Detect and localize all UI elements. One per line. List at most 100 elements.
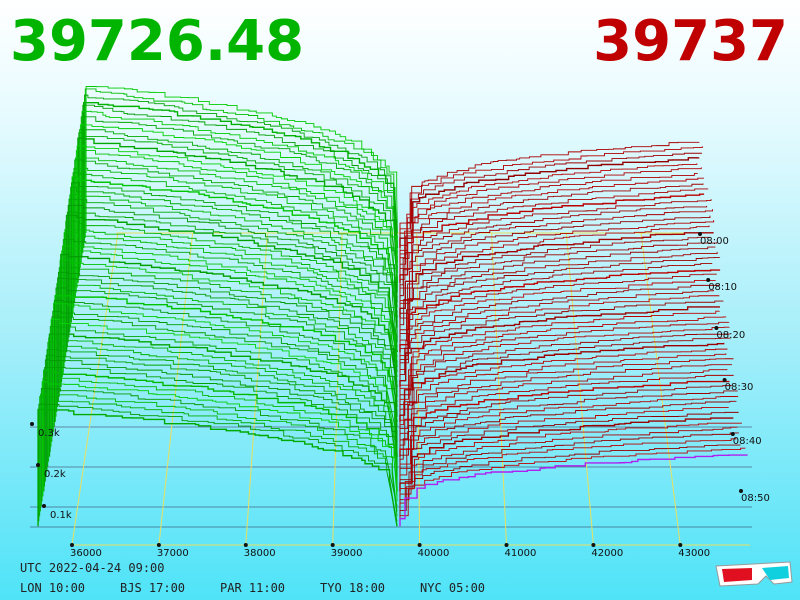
ask-depth-line (399, 242, 718, 328)
bid-depth-line (43, 369, 398, 492)
ask-depth-line (399, 251, 718, 338)
bid-depth-line (61, 250, 398, 383)
time-label: 08:20 (716, 330, 745, 341)
price-grid (332, 232, 343, 546)
bid-depth-line (79, 124, 398, 268)
glasses-icon[interactable] (715, 561, 793, 587)
price-label: 40000 (418, 548, 450, 559)
price-tick (70, 543, 74, 547)
bid-depth-line (79, 129, 398, 273)
bid-depth-line (38, 403, 398, 522)
price-tick (591, 543, 596, 547)
bid-depth-line (55, 287, 398, 417)
ask-depth-line (399, 284, 720, 368)
time-tick (698, 232, 702, 236)
ask-depth-line (399, 337, 731, 417)
ask-depth-line (399, 263, 713, 348)
ask-depth-line (399, 390, 738, 467)
price-label: 41000 (505, 548, 537, 559)
ask-depth-line (399, 380, 730, 457)
bid-depth-line (75, 157, 398, 298)
ask-depth-line (399, 167, 702, 258)
time-tick (714, 326, 719, 330)
price-label: 36000 (70, 548, 102, 559)
bid-price: 39726.48 (10, 9, 304, 74)
price-label: 42000 (591, 548, 623, 559)
ask-depth-line (399, 447, 746, 522)
bid-depth-line (60, 253, 398, 388)
time-label: 08:50 (741, 493, 770, 504)
ask-depth-line (399, 417, 734, 492)
bid-depth-line (80, 116, 398, 263)
bid-depth-line (48, 337, 398, 462)
ask-depth-line (399, 215, 711, 303)
bid-depth-line (40, 393, 398, 512)
bid-depth-line (62, 245, 398, 378)
bid-depth-line (68, 198, 398, 338)
time-label: 08:30 (725, 382, 754, 393)
ask-depth-line (399, 157, 700, 248)
depth-lines (37, 86, 748, 527)
ask-depth-line (399, 444, 741, 517)
bid-depth-line (81, 110, 398, 258)
ask-depth-line (399, 280, 716, 363)
ask-depth-line (399, 432, 739, 507)
bid-depth-line (54, 295, 398, 423)
price-label: 43000 (678, 548, 710, 559)
bid-depth-line (57, 277, 398, 408)
volume-tick (36, 463, 40, 467)
bid-depth-line (82, 101, 399, 248)
bid-depth-line (67, 204, 398, 343)
bid-depth-line (42, 377, 398, 497)
bid-depth-line (63, 232, 398, 368)
ask-depth-line (399, 231, 714, 318)
bid-depth-line (56, 283, 398, 413)
ask-depth-line (399, 269, 721, 353)
price-label: 39000 (331, 548, 363, 559)
bid-depth-line (70, 182, 398, 323)
bid-depth-line (84, 88, 398, 239)
bid-depth-line (82, 104, 398, 253)
volume-label: 0.1k (50, 510, 72, 521)
bid-depth-line (48, 333, 398, 457)
ask-depth-line (399, 246, 716, 333)
time-label: 08:40 (733, 436, 762, 447)
ask-depth-line (399, 406, 729, 482)
ask-price: 39737 (593, 9, 788, 74)
price-label: 37000 (157, 548, 189, 559)
volume-label: 0.3k (38, 428, 60, 439)
ask-depth-line (399, 400, 737, 477)
ask-depth-line (399, 152, 702, 243)
ask-depth-line (399, 306, 720, 388)
bid-depth-line (41, 381, 398, 502)
bid-depth-line (69, 194, 398, 333)
ask-depth-line (399, 141, 700, 233)
bid-depth-line (66, 211, 398, 348)
bid-depth-line (59, 259, 398, 393)
ask-depth-line (399, 348, 728, 427)
ask-depth-line (399, 342, 725, 422)
ask-depth-line (399, 183, 704, 273)
ask-depth-line (399, 205, 708, 293)
bid-depth-line (84, 94, 398, 243)
bid-depth-line (40, 388, 398, 507)
ask-depth-line (399, 369, 728, 447)
price-tick (504, 543, 509, 547)
bid-depth-line (65, 220, 398, 358)
bid-depth-line (78, 132, 398, 278)
bid-depth-line (44, 366, 398, 487)
ask-depth-line (399, 454, 748, 527)
ask-depth-line (399, 437, 737, 512)
bid-depth-line (85, 86, 398, 234)
price-tick (678, 543, 683, 547)
time-tick (706, 278, 711, 282)
ask-depth-line (399, 172, 698, 263)
volume-label: 0.2k (44, 469, 66, 480)
ask-depth-line (399, 321, 730, 403)
clock: LON 10:00 (20, 581, 85, 595)
ask-depth-line (399, 364, 732, 442)
price-grid (158, 232, 194, 546)
ask-depth-line (399, 396, 739, 472)
axis-labels: 36000 37000 38000 39000 40000 41000 42000 43000… (30, 232, 770, 559)
